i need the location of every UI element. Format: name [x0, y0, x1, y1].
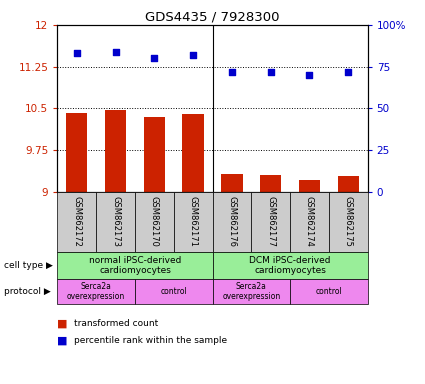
Point: [112, 49, 119, 55]
Text: GSM862170: GSM862170: [150, 196, 159, 247]
Bar: [337, 176, 359, 192]
Text: GSM862175: GSM862175: [344, 196, 353, 247]
Text: normal iPSC-derived
cardiomyocytes: normal iPSC-derived cardiomyocytes: [89, 256, 181, 275]
Text: GSM862173: GSM862173: [111, 196, 120, 247]
Point: [345, 69, 351, 75]
Text: GSM862174: GSM862174: [305, 196, 314, 247]
Text: protocol ▶: protocol ▶: [4, 287, 51, 296]
Text: control: control: [315, 287, 342, 296]
Title: GDS4435 / 7928300: GDS4435 / 7928300: [145, 11, 280, 24]
Point: [306, 72, 313, 78]
Bar: [221, 174, 243, 192]
Text: GSM862177: GSM862177: [266, 196, 275, 247]
Point: [267, 69, 274, 75]
Bar: [66, 113, 88, 192]
Bar: [144, 117, 165, 192]
Text: percentile rank within the sample: percentile rank within the sample: [74, 336, 227, 345]
Text: GSM862171: GSM862171: [189, 196, 198, 247]
Text: transformed count: transformed count: [74, 319, 158, 328]
Text: Serca2a
overexpression: Serca2a overexpression: [222, 282, 280, 301]
Bar: [182, 114, 204, 192]
Point: [229, 69, 235, 75]
Bar: [299, 180, 320, 192]
Text: ■: ■: [57, 318, 68, 328]
Text: cell type ▶: cell type ▶: [4, 261, 53, 270]
Bar: [105, 110, 126, 192]
Text: Serca2a
overexpression: Serca2a overexpression: [67, 282, 125, 301]
Text: DCM iPSC-derived
cardiomyocytes: DCM iPSC-derived cardiomyocytes: [249, 256, 331, 275]
Point: [151, 55, 158, 61]
Point: [74, 50, 80, 56]
Text: ■: ■: [57, 336, 68, 346]
Bar: [260, 175, 281, 192]
Text: GSM862172: GSM862172: [72, 196, 81, 247]
Text: control: control: [160, 287, 187, 296]
Point: [190, 52, 196, 58]
Text: GSM862176: GSM862176: [227, 196, 236, 247]
